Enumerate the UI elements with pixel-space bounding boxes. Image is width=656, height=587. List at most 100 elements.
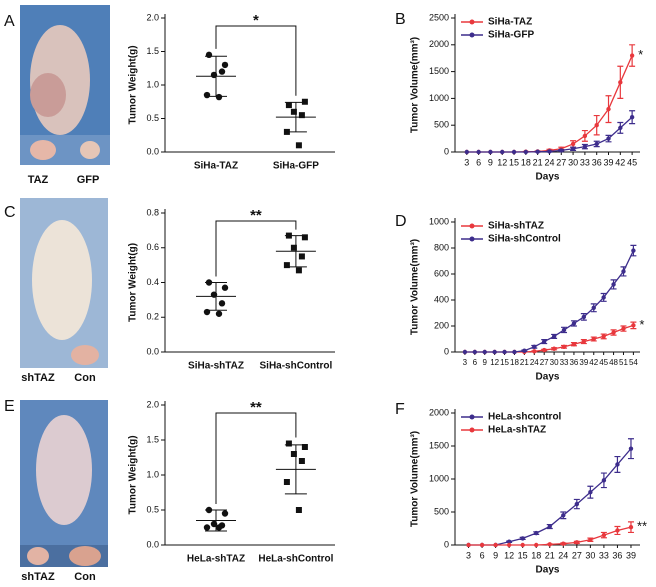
point xyxy=(203,91,211,99)
point xyxy=(570,146,576,151)
point xyxy=(601,532,607,538)
point xyxy=(462,349,468,355)
x-tick-label: 27 xyxy=(540,358,549,367)
point xyxy=(290,108,297,115)
panel-letter: A xyxy=(4,13,15,30)
y-axis-label: Tumor Weight(g) xyxy=(128,45,139,124)
y-tick-label: 1000 xyxy=(429,473,449,483)
x-tick-label: 6 xyxy=(480,550,485,560)
point xyxy=(215,310,223,317)
significance-label: * xyxy=(253,12,259,29)
point xyxy=(582,144,588,149)
x-tick-label: SiHa-shTAZ xyxy=(188,361,244,372)
point xyxy=(594,141,599,147)
x-axis-label: Days xyxy=(536,565,560,576)
point xyxy=(520,542,525,548)
y-tick-label: 1.0 xyxy=(146,469,159,479)
x-tick-label: 36 xyxy=(592,157,602,167)
point xyxy=(502,349,507,355)
point xyxy=(295,142,302,149)
x-tick-label: 27 xyxy=(572,550,582,560)
x-tick-label: 30 xyxy=(550,358,559,367)
point xyxy=(301,234,308,241)
point xyxy=(631,248,636,253)
point xyxy=(582,133,588,139)
photo-e xyxy=(20,400,108,567)
legend-marker xyxy=(469,19,475,25)
y-tick-label: 1.5 xyxy=(146,46,159,56)
x-tick-label: 12 xyxy=(490,358,499,367)
point xyxy=(559,148,564,153)
x-tick-label: 15 xyxy=(518,550,528,560)
y-tick-label: 1500 xyxy=(429,440,449,450)
point xyxy=(500,149,505,155)
x-tick-label: HeLa-shControl xyxy=(258,554,333,565)
point xyxy=(298,253,305,260)
x-tick-label: 21 xyxy=(520,358,529,367)
point xyxy=(301,444,308,450)
y-tick-label: 400 xyxy=(434,294,449,304)
x-tick-label: 45 xyxy=(599,358,608,367)
point xyxy=(285,440,292,447)
point xyxy=(522,348,527,353)
point xyxy=(205,51,213,59)
y-tick-label: 1500 xyxy=(429,66,449,76)
y-tick-label: 0.0 xyxy=(146,346,159,356)
y-tick-label: 200 xyxy=(434,320,449,330)
y-tick-label: 0.2 xyxy=(146,312,159,322)
point xyxy=(629,114,635,120)
x-tick-label: 24 xyxy=(544,157,554,167)
series-line xyxy=(468,448,632,546)
point xyxy=(506,539,512,544)
point xyxy=(534,542,539,548)
point xyxy=(479,542,485,548)
point xyxy=(535,149,540,154)
panel-letter: B xyxy=(395,11,406,28)
point xyxy=(221,510,229,517)
point xyxy=(581,314,587,320)
point xyxy=(606,136,611,141)
x-tick-label: 45 xyxy=(627,157,637,167)
x-tick-label: 6 xyxy=(476,157,481,167)
x-tick-label: 18 xyxy=(510,358,519,367)
x-tick-label: SiHa-GFP xyxy=(273,161,319,172)
point xyxy=(472,349,478,355)
y-tick-label: 0 xyxy=(444,146,449,156)
legend-label: SiHa-GFP xyxy=(488,30,534,41)
x-tick-label: 27 xyxy=(556,157,566,167)
point xyxy=(492,349,497,355)
significance-label: ** xyxy=(250,399,262,416)
point xyxy=(218,300,226,307)
series-line xyxy=(464,250,634,353)
point xyxy=(561,327,567,333)
point xyxy=(512,349,517,355)
legend-marker xyxy=(469,427,475,433)
point xyxy=(482,349,487,355)
y-tick-label: 600 xyxy=(434,268,449,278)
x-tick-label: 15 xyxy=(509,157,519,167)
point xyxy=(561,541,566,546)
x-tick-label: 3 xyxy=(464,157,469,167)
x-tick-label: SiHa-TAZ xyxy=(194,161,238,172)
point xyxy=(532,344,537,349)
x-tick-label: 33 xyxy=(580,157,590,167)
significance-label: ** xyxy=(637,519,647,534)
point xyxy=(551,346,557,351)
point xyxy=(520,536,525,541)
significance-label: * xyxy=(639,317,644,332)
x-tick-label: 51 xyxy=(619,358,628,367)
point xyxy=(203,308,211,316)
y-axis-label: Tumor Volume(mm³) xyxy=(410,37,421,133)
point xyxy=(221,61,229,69)
point xyxy=(588,490,593,495)
point xyxy=(618,125,623,131)
point xyxy=(295,507,302,513)
point xyxy=(506,542,512,548)
y-tick-label: 0.0 xyxy=(146,539,159,549)
point xyxy=(611,330,616,335)
x-tick-label: 9 xyxy=(483,358,488,367)
point xyxy=(628,446,634,451)
point xyxy=(618,80,623,85)
point xyxy=(628,524,634,530)
